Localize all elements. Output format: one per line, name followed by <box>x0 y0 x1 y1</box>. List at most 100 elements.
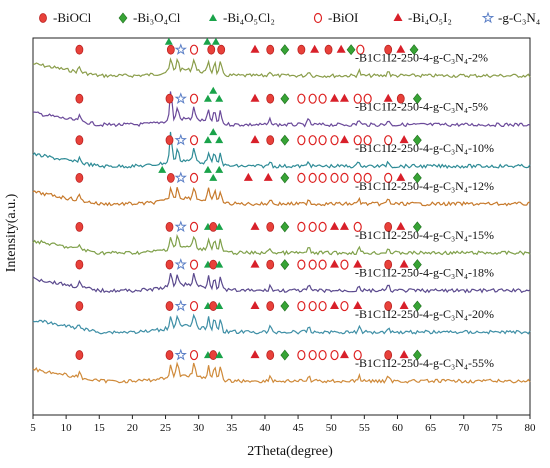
circle-open-marker <box>340 259 349 270</box>
x-tick-label: 20 <box>127 422 139 434</box>
circle-open-marker <box>318 172 327 183</box>
triangle-filled-marker <box>396 172 406 181</box>
star-marker <box>481 11 495 24</box>
diamond-marker <box>412 172 422 184</box>
circle-open-marker <box>308 259 317 270</box>
circle-open-marker <box>308 221 317 232</box>
triangle-filled-marker <box>383 93 393 102</box>
circle-filled-marker <box>396 93 405 104</box>
triangle-up-marker <box>209 173 218 181</box>
circle-filled-marker <box>266 221 275 232</box>
circle-filled-marker <box>266 93 275 104</box>
triangle-filled-marker <box>399 301 409 310</box>
circle-filled-marker <box>266 350 275 360</box>
triangle-filled-marker <box>250 301 260 310</box>
circle-open-marker <box>297 93 306 104</box>
triangle-filled-marker <box>396 221 406 230</box>
x-tick-label: 50 <box>326 422 338 434</box>
legend: -BiOCl -Bi₃O₄Cl -Bi₄O₅Cl₂ -BiOI -Bi₄O₅I₂ -g-C… <box>36 6 540 34</box>
star-marker <box>174 299 187 312</box>
circle-open-marker <box>363 135 372 146</box>
diamond-marker <box>280 172 290 184</box>
circle-filled-marker <box>165 301 174 311</box>
x-tick-label: 30 <box>193 422 205 434</box>
circle-open-marker <box>297 349 306 361</box>
circle-filled-marker <box>75 350 84 360</box>
triangle-filled-marker <box>399 259 409 268</box>
series-label: -B1C1I2-250-4-g-C₃N₄-10% <box>355 141 494 155</box>
circle-open-marker <box>318 221 327 232</box>
circle-open-marker <box>330 349 339 361</box>
triangle-filled-marker <box>396 44 406 53</box>
circle-open-marker <box>189 135 199 146</box>
diamond-marker <box>280 349 290 361</box>
series-line <box>32 57 531 79</box>
circle-filled-marker <box>75 93 84 104</box>
legend-label: -BiOI <box>328 10 359 25</box>
triangle-up-marker <box>215 136 224 144</box>
circle-filled-marker <box>165 350 174 360</box>
triangle-filled-marker <box>330 93 340 102</box>
circle-open-marker <box>297 135 306 146</box>
circle-open-marker <box>297 172 306 183</box>
circle-open-marker <box>297 259 306 270</box>
triangle-filled-marker <box>399 135 409 144</box>
series-label: -B1C1I2-250-4-g-C₃N₄-20% <box>355 307 494 321</box>
circle-filled-marker <box>266 135 275 146</box>
circle-open-marker <box>363 172 372 183</box>
diamond-marker <box>346 44 356 56</box>
x-tick-label: 10 <box>61 422 73 434</box>
circle-open-marker <box>356 44 365 55</box>
circle-filled-marker <box>384 44 393 55</box>
circle-open-marker <box>189 349 199 361</box>
triangle-filled-marker <box>330 259 340 268</box>
series-line <box>32 91 531 128</box>
circle-open-marker <box>308 349 317 361</box>
circle-filled-marker <box>75 44 84 55</box>
star-marker <box>174 171 187 184</box>
circle-filled-marker <box>75 135 84 146</box>
triangle-filled-icon <box>393 13 403 21</box>
circle-open-marker <box>308 172 317 183</box>
triangle-filled-marker <box>310 44 320 53</box>
circle-filled-marker <box>297 44 306 55</box>
circle-open-marker <box>318 300 327 312</box>
legend-label: -BiOCl <box>53 10 92 25</box>
x-tick-label: 75 <box>491 422 503 434</box>
circle-open-marker <box>353 93 362 104</box>
diamond-marker <box>280 44 290 56</box>
circle-open-marker <box>297 300 306 312</box>
star-marker <box>174 133 187 146</box>
circle-open-marker <box>189 172 199 183</box>
circle-filled-marker <box>384 301 393 311</box>
series-label: -B1C1I2-250-4-g-C₃N₄-18% <box>355 266 494 280</box>
circle-filled-marker <box>266 44 275 55</box>
x-tick-label: 45 <box>293 422 305 434</box>
phase-markers <box>75 37 422 361</box>
triangle-filled-marker <box>393 13 403 21</box>
series-traces <box>32 57 531 384</box>
diamond-marker <box>409 44 419 56</box>
circle-open-marker <box>340 172 349 183</box>
diamond-marker <box>280 300 290 312</box>
circle-open-marker <box>318 135 327 146</box>
triangle-filled-marker <box>339 221 349 230</box>
triangle-filled-marker <box>250 93 260 102</box>
diamond-marker <box>412 259 422 271</box>
legend-item: -Bi₄O₅I₂ <box>391 10 452 26</box>
circle-filled-marker <box>166 44 175 55</box>
triangle-up-marker <box>215 165 224 173</box>
triangle-filled-marker <box>330 301 340 310</box>
circle-open-marker <box>330 135 339 146</box>
circle-open-marker <box>363 93 372 104</box>
star-marker <box>174 258 187 270</box>
circle-filled-marker <box>209 301 218 311</box>
legend-item: -BiOCl <box>36 10 91 26</box>
circle-filled-marker <box>166 172 175 183</box>
series-line <box>32 313 531 335</box>
triangle-up-marker <box>215 302 224 310</box>
legend-item: -BiOI <box>311 10 358 26</box>
series-line <box>32 361 531 384</box>
legend-item: -Bi₄O₅Cl₂ <box>206 10 275 26</box>
circle-filled-marker <box>165 135 174 146</box>
